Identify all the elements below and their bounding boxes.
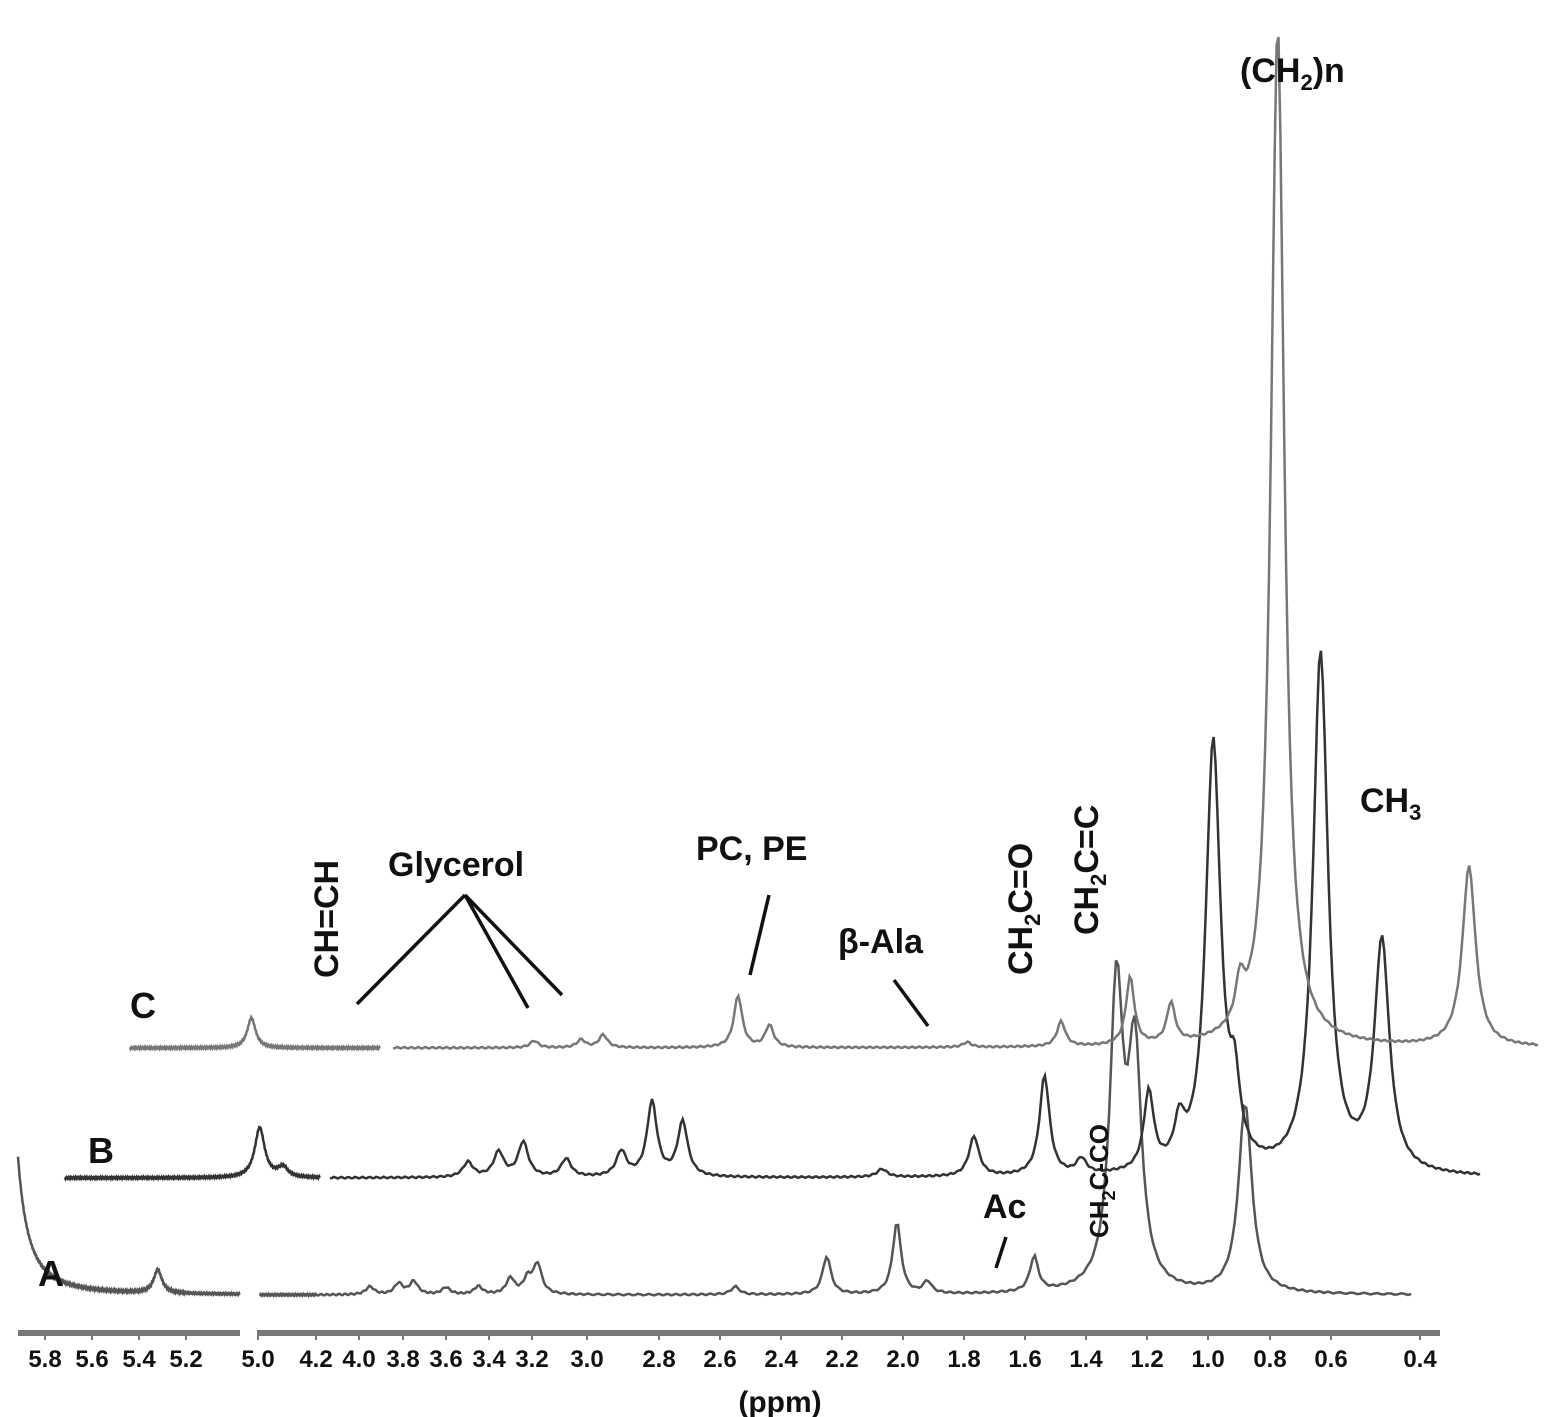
x-tick-4.2: 4.2 — [299, 1346, 332, 1373]
spectra-traces — [16, 36, 1539, 1299]
ac-leader — [994, 1236, 1008, 1269]
x-tick-1.2: 1.2 — [1130, 1346, 1163, 1373]
x-tick-0.8: 0.8 — [1253, 1346, 1286, 1373]
x-tick-3.2: 3.2 — [515, 1346, 548, 1373]
trace-label-c: C — [130, 985, 156, 1026]
x-tick-1.4: 1.4 — [1069, 1346, 1103, 1373]
x-tick-2.2: 2.2 — [825, 1346, 858, 1373]
x-tick-1.8: 1.8 — [947, 1346, 980, 1373]
spectrum-trace-c-segment-1 — [128, 1013, 381, 1052]
x-tick-3.6: 3.6 — [429, 1346, 462, 1373]
annotation-ch3: CH3 — [1360, 782, 1421, 825]
x-tick-0.6: 0.6 — [1314, 1346, 1347, 1373]
glycerol-leader-3 — [463, 893, 564, 997]
annotation-pc-pe: PC, PE — [696, 830, 807, 868]
spectrum-trace-a-segment-2 — [258, 959, 1412, 1299]
annotation-ch2n: (CH2)n — [1240, 52, 1345, 95]
annotation-leaders — [355, 893, 1008, 1269]
x-axis-title: (ppm) — [738, 1386, 821, 1417]
annotation-ac: Ac — [983, 1188, 1026, 1226]
x-tick-0.4: 0.4 — [1403, 1346, 1437, 1373]
trace-label-a: A — [38, 1253, 64, 1294]
spectrum-trace-b-segment-1 — [63, 1125, 321, 1182]
x-tick-3.0: 3.0 — [570, 1346, 603, 1373]
annotation-ch2c-c: CH2C=C — [1068, 805, 1111, 935]
glycerol-leader-2 — [463, 894, 530, 1009]
x-tick-3.8: 3.8 — [386, 1346, 419, 1373]
beta-ala-leader — [892, 978, 930, 1028]
x-tick-4.0: 4.0 — [342, 1346, 375, 1373]
trace-label-b: B — [88, 1130, 114, 1171]
x-tick-2.6: 2.6 — [703, 1346, 736, 1373]
x-tick-left-5.8: 5.8 — [28, 1346, 61, 1373]
spectrum-trace-a-segment-1 — [16, 1156, 241, 1298]
spectrum-trace-b-segment-2 — [329, 650, 1481, 1180]
glycerol-leader-1 — [355, 893, 467, 1006]
x-tick-2.4: 2.4 — [764, 1346, 798, 1373]
x-tick-2.8: 2.8 — [642, 1346, 675, 1373]
annotation-glycerol: Glycerol — [388, 846, 524, 884]
annotation-ch-ch: CH=CH — [308, 860, 346, 978]
x-tick-1.0: 1.0 — [1191, 1346, 1224, 1373]
x-axis-ticks: 5.8 5.6 5.4 5.2 5.0 4.2 4.0 3.8 3.6 3.4 3.2 3.0 2.8 2… — [28, 1330, 1437, 1373]
x-axis: 5.8 5.6 5.4 5.2 5.0 4.2 4.0 3.8 3.6 3.4 3.2 3.0 2.8 2… — [18, 1330, 1440, 1417]
x-tick-1.6: 1.6 — [1008, 1346, 1041, 1373]
spectrum-trace-c-segment-2 — [392, 36, 1539, 1050]
annotation-ch2c-co: CH2C-CO — [1084, 1124, 1119, 1238]
x-tick-3.4: 3.4 — [472, 1346, 506, 1373]
x-tick-left-5.6: 5.6 — [75, 1346, 108, 1373]
annotation-beta-ala: β-Ala — [838, 923, 924, 961]
x-tick-5.0: 5.0 — [241, 1346, 274, 1373]
annotation-ch2c-o: CH2C=O — [1002, 843, 1045, 975]
x-tick-left-5.4: 5.4 — [122, 1346, 156, 1373]
pc-pe-leader — [748, 894, 771, 976]
x-tick-2.0: 2.0 — [886, 1346, 919, 1373]
x-tick-left-5.2: 5.2 — [169, 1346, 202, 1373]
